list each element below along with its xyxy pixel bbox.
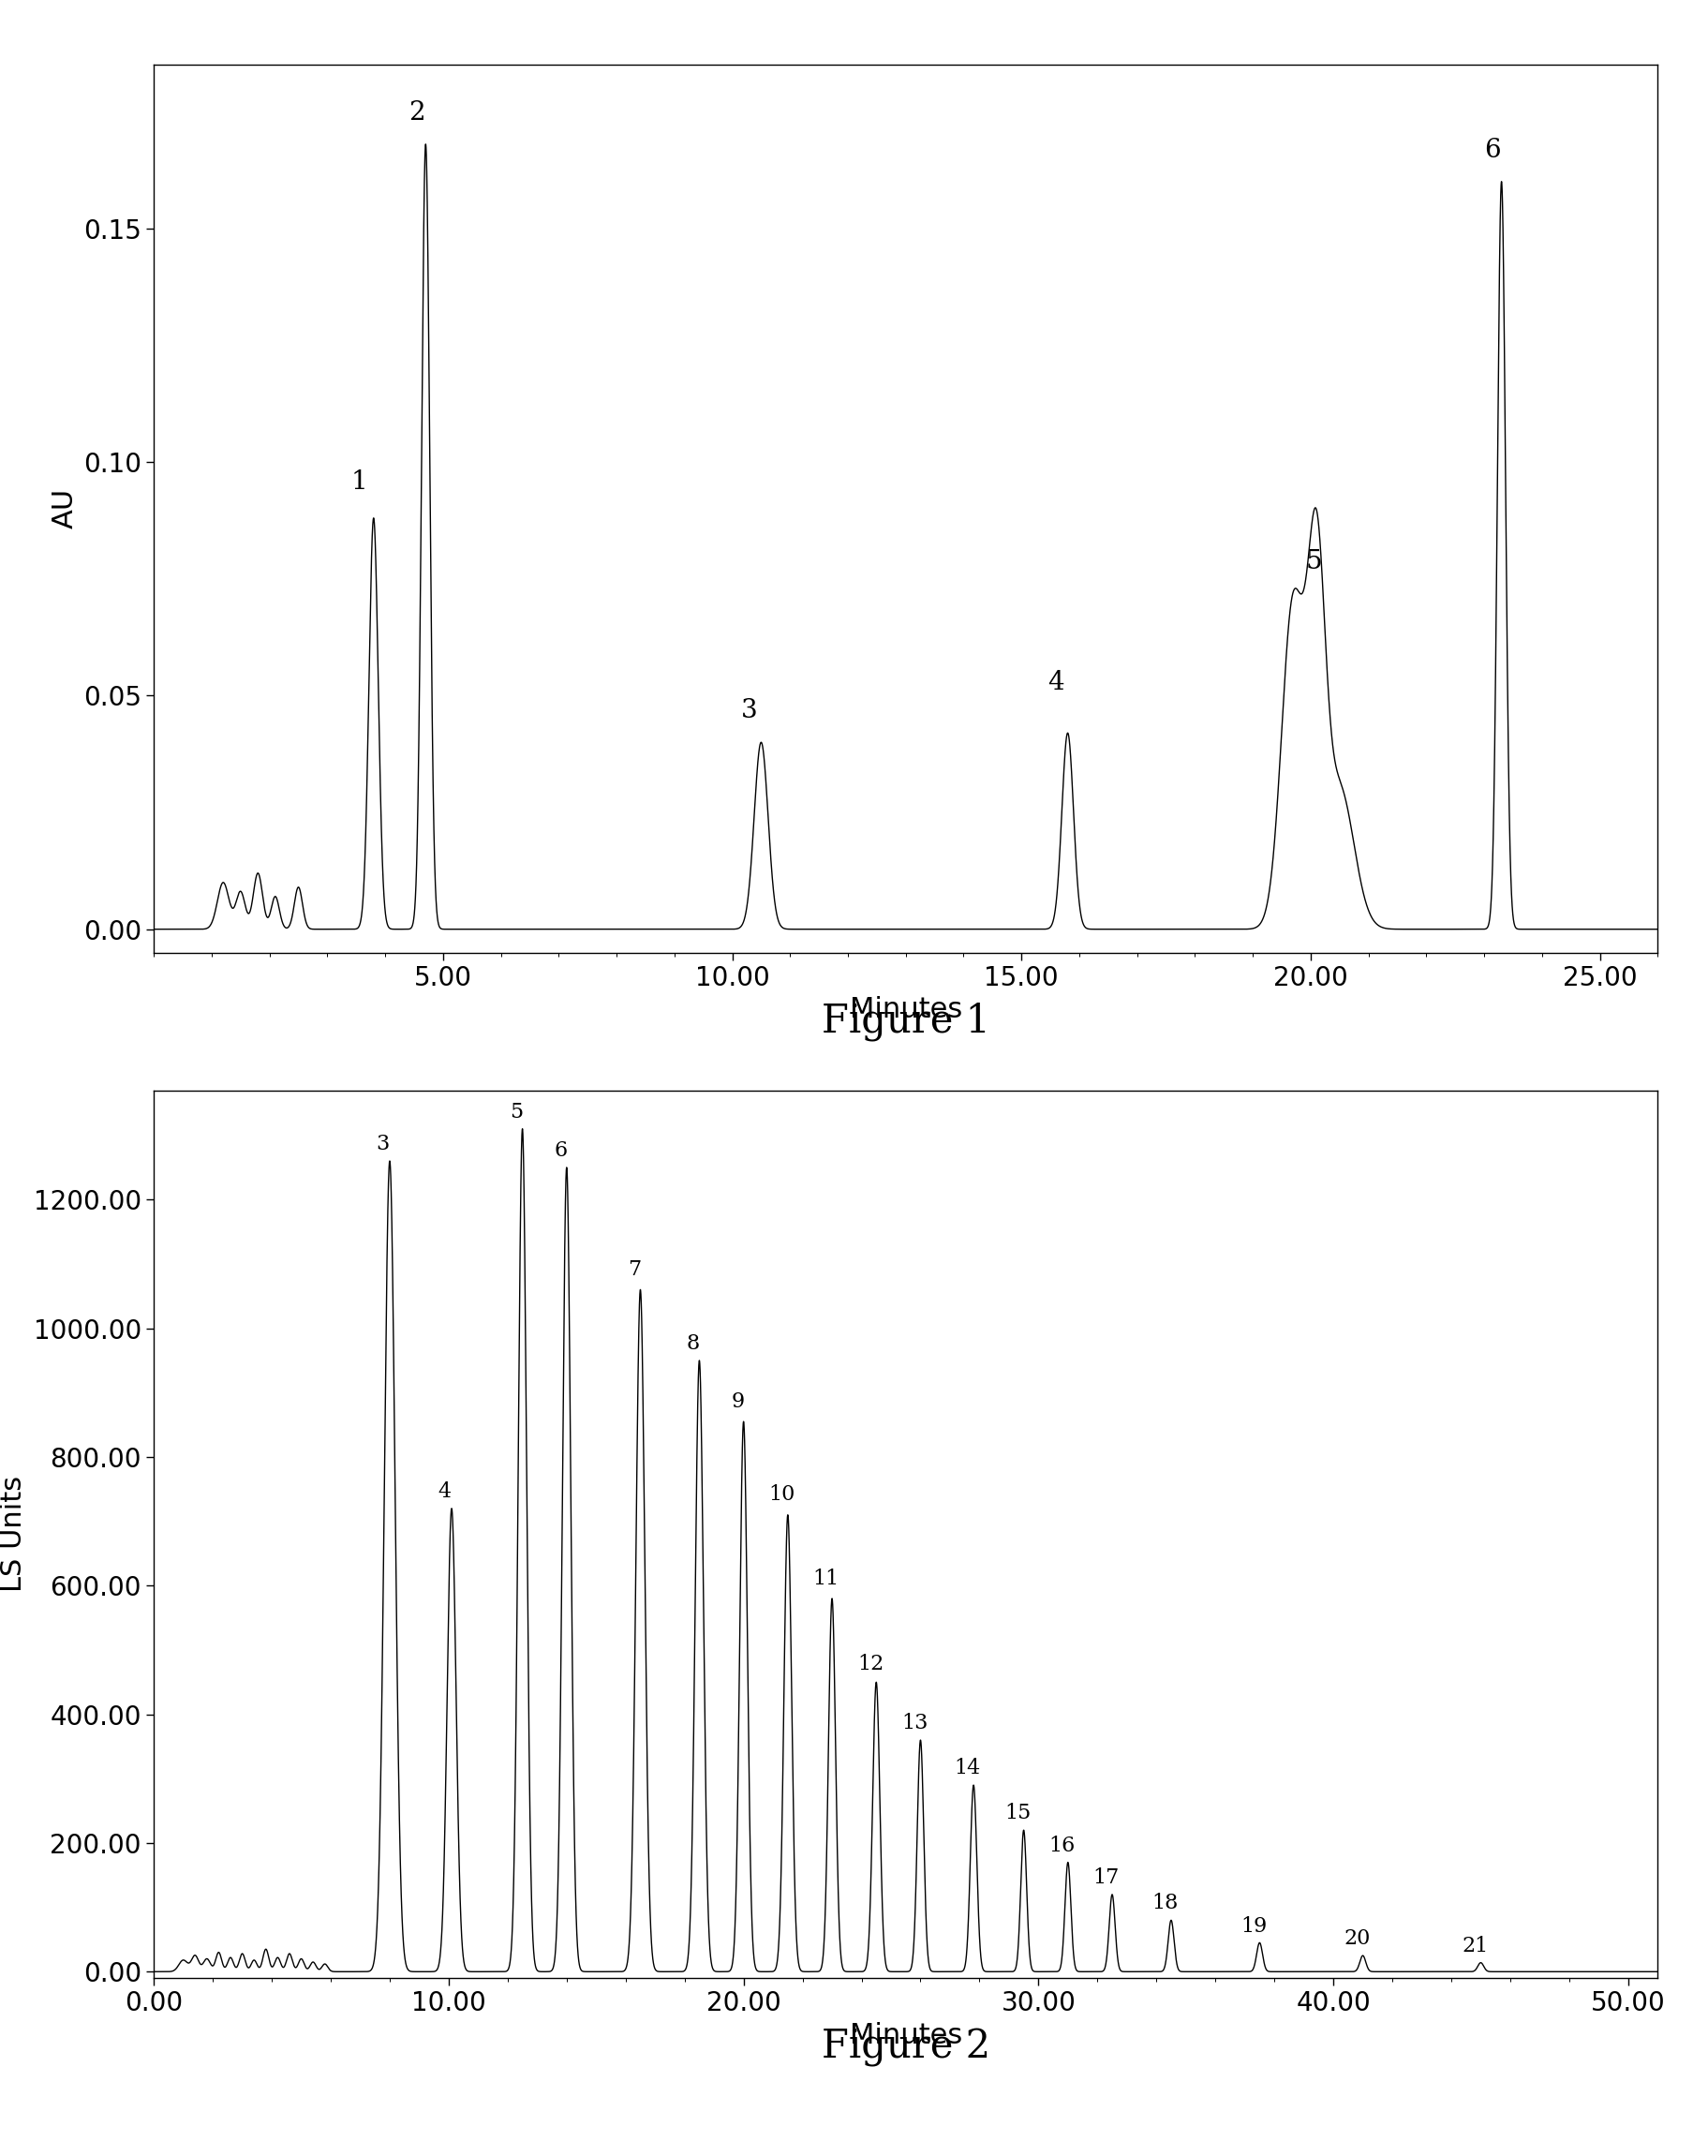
Y-axis label: AU: AU — [51, 489, 79, 528]
Text: 18: 18 — [1151, 1893, 1179, 1915]
Text: Figure 2: Figure 2 — [822, 2027, 989, 2068]
Text: 6: 6 — [553, 1141, 567, 1160]
Text: 7: 7 — [627, 1259, 640, 1281]
Text: 16: 16 — [1049, 1835, 1074, 1856]
Text: 11: 11 — [813, 1567, 839, 1589]
Text: 19: 19 — [1240, 1917, 1266, 1936]
Text: 9: 9 — [731, 1391, 745, 1412]
Text: 10: 10 — [769, 1485, 794, 1505]
X-axis label: Minutes: Minutes — [849, 2022, 962, 2048]
Text: 5: 5 — [509, 1102, 523, 1123]
Text: 2: 2 — [408, 99, 425, 125]
Text: Figure 1: Figure 1 — [822, 1003, 989, 1041]
Text: 12: 12 — [857, 1654, 883, 1675]
Text: 3: 3 — [376, 1134, 389, 1156]
Text: 6: 6 — [1484, 138, 1500, 164]
Text: 21: 21 — [1460, 1936, 1488, 1955]
Text: 4: 4 — [437, 1481, 451, 1503]
Text: 3: 3 — [741, 699, 757, 724]
Text: 20: 20 — [1342, 1930, 1370, 1949]
Text: 5: 5 — [1305, 550, 1320, 573]
Text: 15: 15 — [1004, 1802, 1030, 1824]
Text: 14: 14 — [953, 1757, 980, 1779]
Text: 1: 1 — [350, 470, 367, 494]
Text: 8: 8 — [687, 1332, 700, 1354]
Y-axis label: LS Units: LS Units — [0, 1477, 27, 1593]
Text: 13: 13 — [900, 1714, 927, 1733]
Text: 17: 17 — [1093, 1867, 1119, 1889]
X-axis label: Minutes: Minutes — [849, 996, 962, 1024]
Text: 4: 4 — [1047, 671, 1064, 696]
